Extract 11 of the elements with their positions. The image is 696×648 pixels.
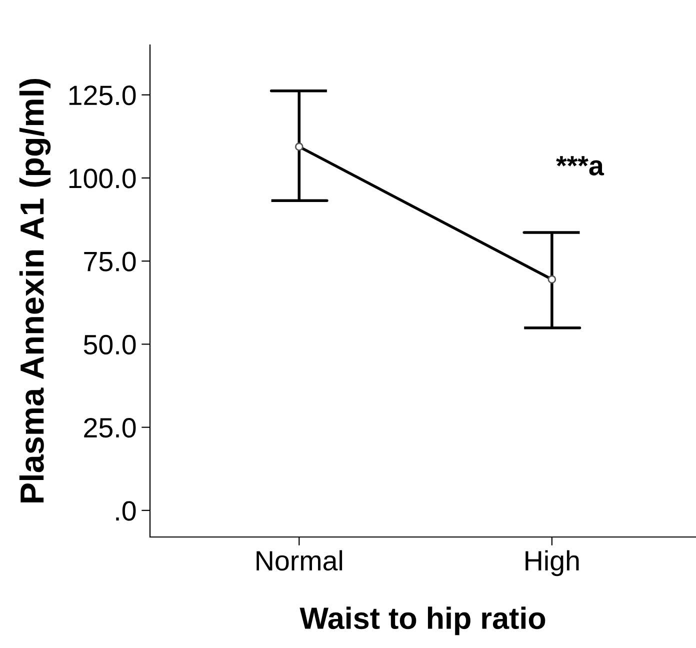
y-tick-label: 75.0 [84, 252, 136, 272]
y-axis-title: Plasma Annexin A1 (pg/ml) [19, 79, 51, 502]
y-tick-label: 100.0 [69, 168, 136, 188]
y-tick-label: 125.0 [69, 86, 136, 106]
y-tick-label: .0 [116, 501, 136, 521]
annotation: ***a [556, 156, 604, 176]
x-tick-label: High [526, 550, 579, 576]
x-tick-label: Normal [256, 550, 342, 571]
x-axis-title: Waist to hip ratio [300, 606, 546, 636]
y-tick-label: 25.0 [84, 418, 136, 438]
y-tick-label: 50.0 [84, 334, 136, 355]
